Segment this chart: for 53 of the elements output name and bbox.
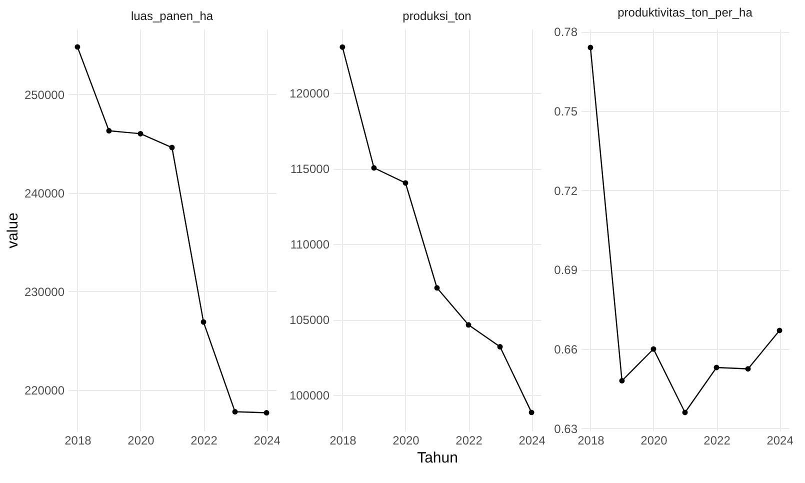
- y-tick-label: 230000: [24, 284, 65, 299]
- point: [169, 144, 175, 150]
- x-tick-label: 2020: [640, 434, 668, 448]
- x-tick-label: 2018: [64, 434, 92, 448]
- point: [497, 344, 503, 350]
- chart-title: produksi_ton: [402, 9, 472, 23]
- point: [588, 44, 594, 50]
- y-tick-label: 0.69: [554, 263, 578, 278]
- point: [619, 378, 625, 384]
- point: [466, 322, 472, 328]
- y-tick-label: 0.75: [554, 104, 578, 118]
- y-tick-label: 110000: [290, 238, 330, 252]
- point: [74, 44, 80, 50]
- chart-title: produktivitas_ton_per_ha: [618, 6, 753, 20]
- point: [745, 366, 751, 372]
- x-tick-label: 2022: [190, 434, 218, 448]
- x-tick-label: 2018: [578, 434, 605, 448]
- point: [371, 165, 377, 171]
- x-tick-label: 2024: [766, 434, 794, 448]
- x-tick-label: 2020: [128, 434, 155, 448]
- point: [682, 410, 688, 416]
- point: [232, 409, 238, 415]
- chart-title: luas_panen_ha: [130, 9, 214, 23]
- point: [650, 346, 656, 352]
- y-tick-label: 0.72: [554, 184, 578, 198]
- point: [200, 319, 206, 325]
- y-axis-title: value: [4, 212, 22, 248]
- point: [402, 180, 408, 186]
- y-tick-label: 105000: [289, 313, 330, 328]
- x-tick-label: 2024: [518, 434, 546, 448]
- x-axis-title: Tahun: [417, 450, 458, 466]
- y-tick-label: 115000: [290, 162, 330, 176]
- x-tick-label: 2024: [254, 434, 281, 448]
- y-tick-label: 100000: [289, 388, 330, 403]
- x-tick-label: 2018: [330, 434, 357, 448]
- x-tick-label: 2022: [704, 434, 731, 448]
- x-tick-label: 2020: [392, 434, 420, 448]
- point: [776, 328, 782, 334]
- point: [138, 130, 144, 136]
- point: [434, 285, 440, 291]
- point: [714, 364, 720, 370]
- y-tick-label: 0.78: [554, 25, 578, 40]
- point: [264, 410, 270, 416]
- y-tick-label: 0.63: [554, 422, 578, 436]
- y-tick-label: 250000: [24, 88, 65, 102]
- point: [528, 410, 534, 416]
- x-tick-label: 2022: [456, 434, 483, 448]
- y-tick-label: 220000: [24, 384, 65, 398]
- y-tick-label: 0.66: [554, 342, 578, 357]
- point: [106, 128, 112, 134]
- y-tick-label: 120000: [289, 86, 330, 101]
- y-tick-label: 240000: [24, 186, 65, 200]
- point: [340, 44, 346, 50]
